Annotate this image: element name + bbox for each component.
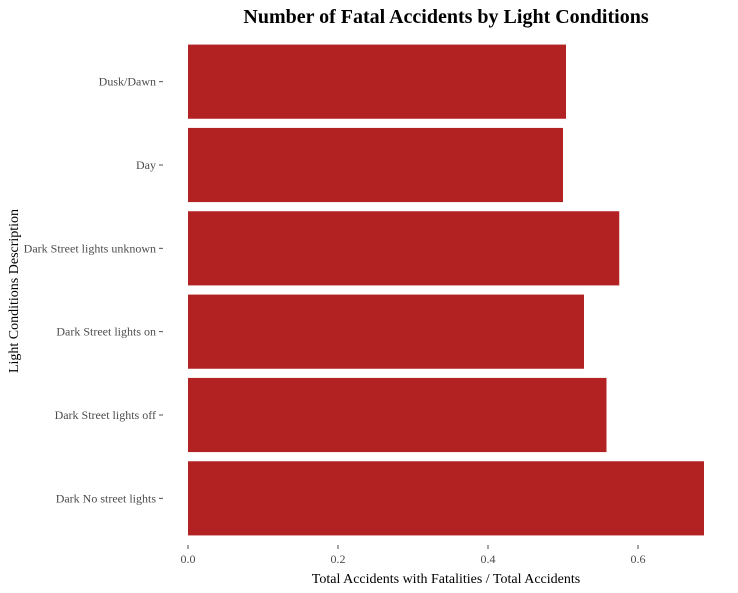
bar-4 [188, 377, 607, 453]
y-axis-title: Light Conditions Description [7, 209, 22, 373]
x-tick-label-3: 0.6 [631, 552, 646, 566]
y-tick-label-4: Dark Street lights off [55, 408, 156, 422]
x-tick-label-2: 0.4 [481, 552, 496, 566]
chart-title: Number of Fatal Accidents by Light Condi… [243, 6, 648, 28]
y-tick-label-5: Dark No street lights [56, 491, 157, 505]
y-tick-label-3: Dark Street lights on [56, 325, 156, 339]
bars-group [188, 44, 704, 536]
bar-2 [188, 211, 620, 286]
x-tick-label-1: 0.2 [331, 552, 346, 566]
y-tick-label-2: Dark Street lights unknown [24, 241, 156, 255]
bar-5 [188, 461, 704, 536]
bar-3 [188, 294, 584, 369]
x-axis: 0.0 0.2 0.4 0.6 [181, 545, 646, 566]
x-axis-title: Total Accidents with Fatalities / Total … [312, 572, 580, 587]
x-tick-label-0: 0.0 [181, 552, 196, 566]
y-tick-label-1: Day [136, 158, 156, 172]
y-tick-label-0: Dusk/Dawn [99, 75, 156, 89]
y-axis: Dusk/Dawn Day Dark Street lights unknown Da… [24, 75, 163, 505]
bar-1 [188, 127, 563, 203]
bar-0 [188, 44, 566, 119]
